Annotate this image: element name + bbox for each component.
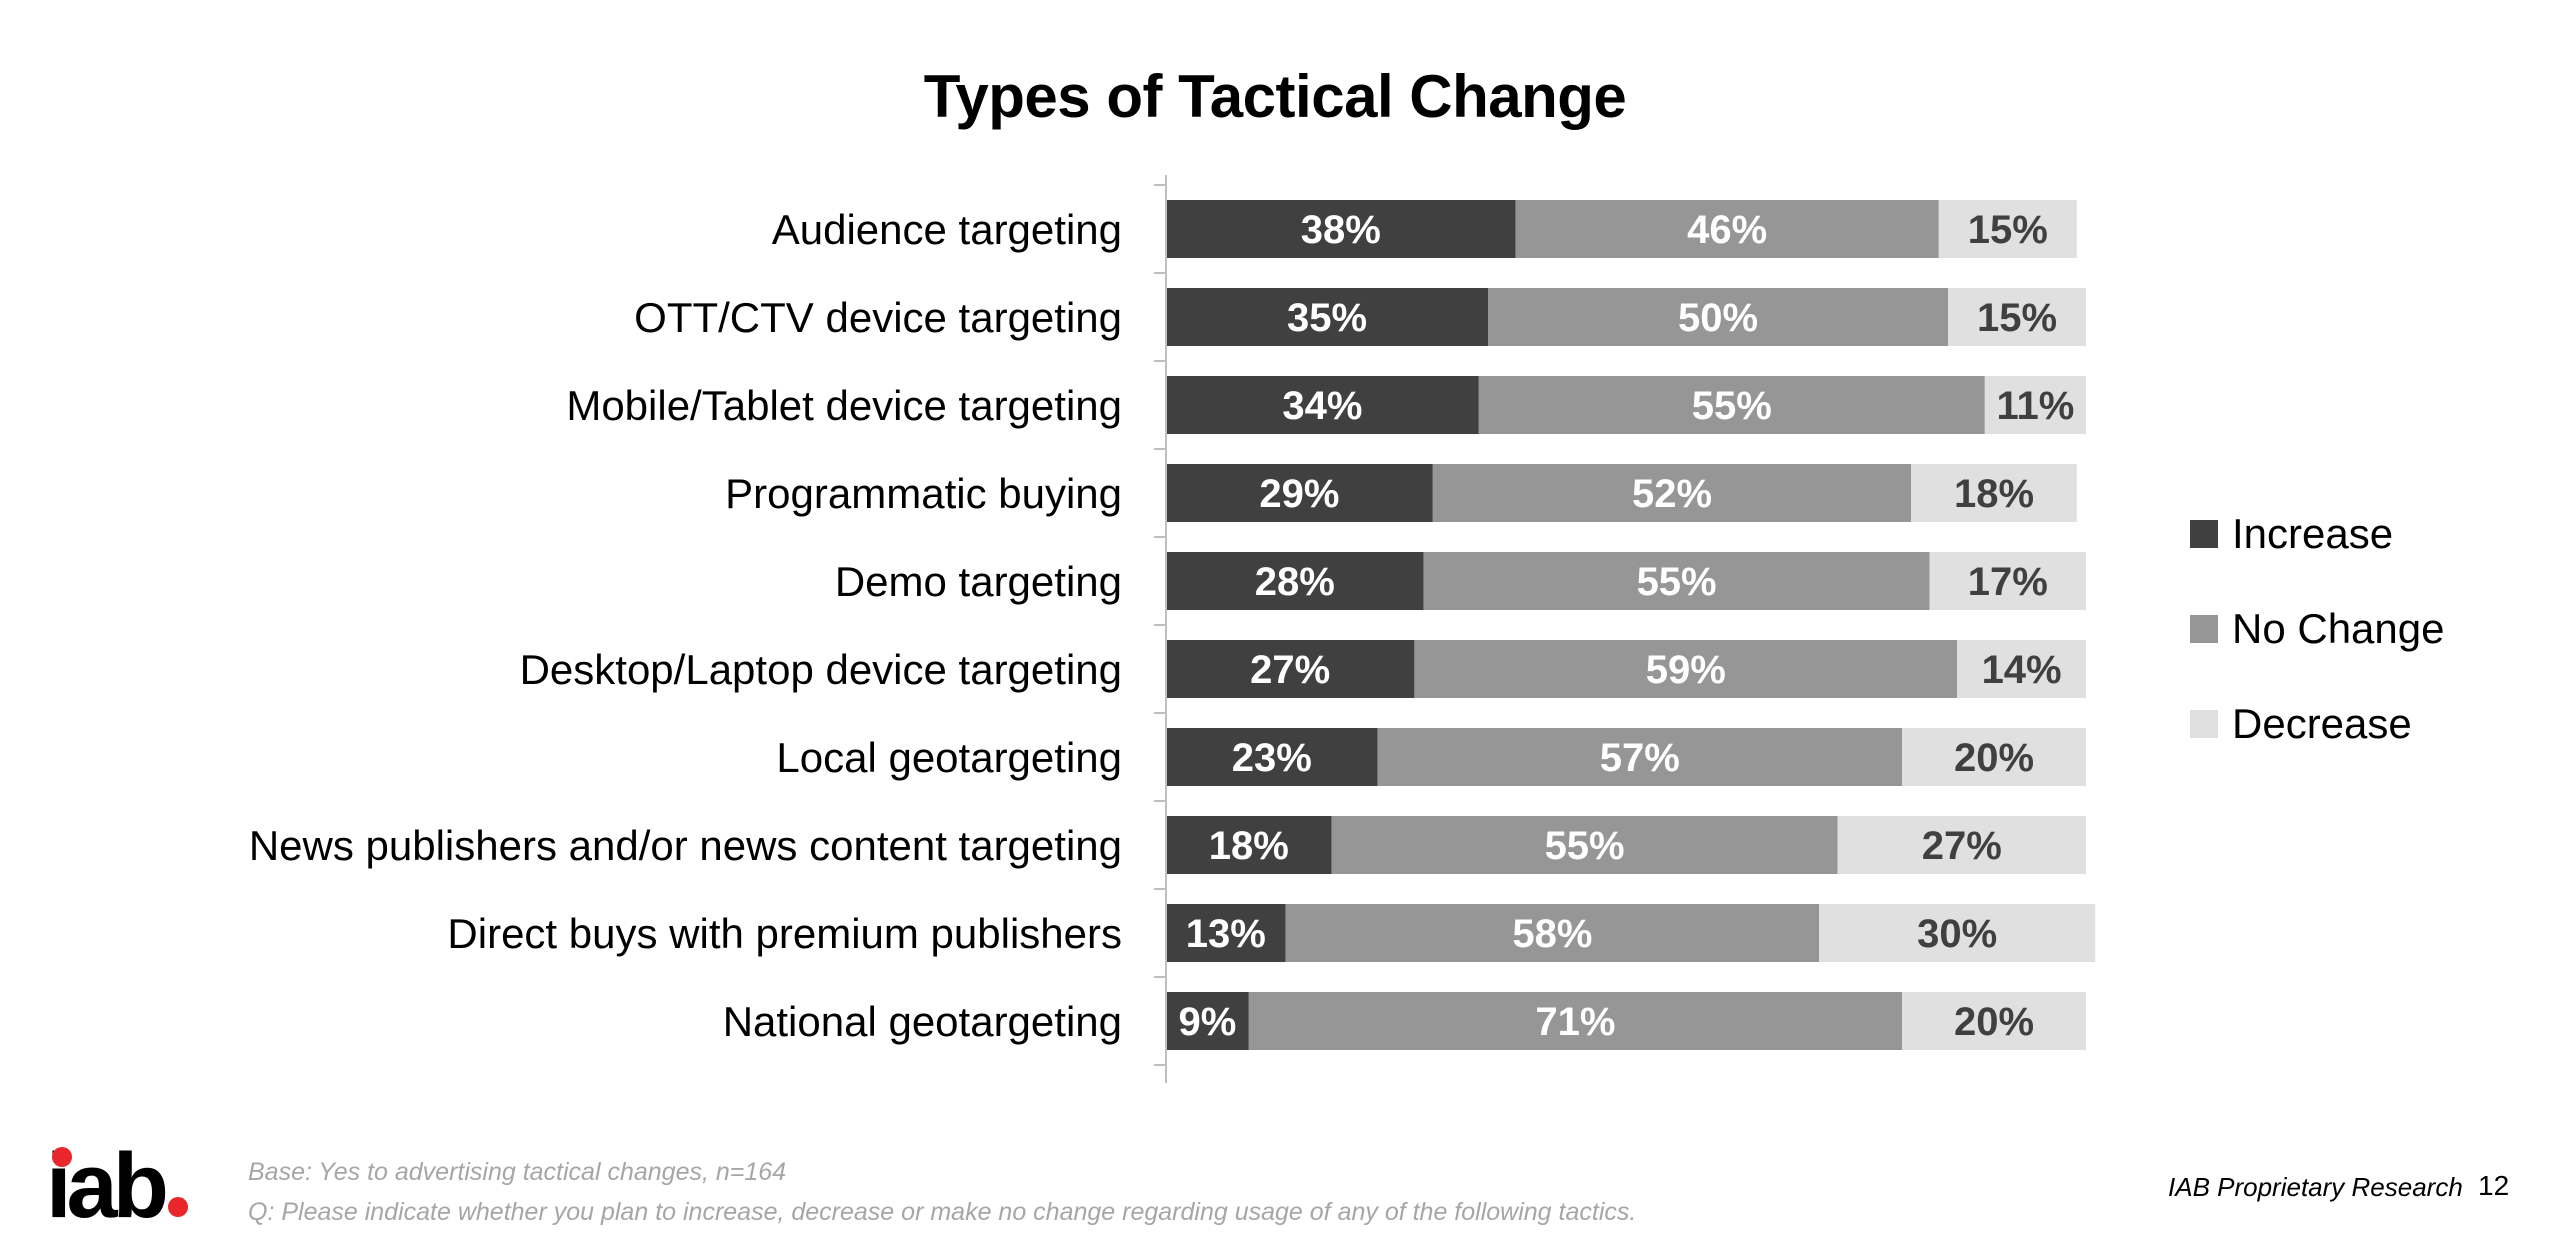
bar-no-change bbox=[1423, 552, 1930, 610]
data-label: 28% bbox=[1255, 560, 1335, 604]
data-label: 55% bbox=[1692, 384, 1772, 428]
page-number: 12 bbox=[2478, 1170, 2510, 1201]
chart-title: Types of Tactical Change bbox=[923, 63, 1627, 130]
bar-no-change bbox=[1414, 640, 1958, 698]
data-label: 57% bbox=[1600, 736, 1680, 780]
data-label: 58% bbox=[1512, 912, 1592, 956]
category-label: Programmatic buying bbox=[725, 470, 1122, 517]
legend-swatch bbox=[2190, 709, 2218, 738]
data-label: 59% bbox=[1646, 648, 1726, 692]
category-label: Mobile/Tablet device targeting bbox=[566, 382, 1122, 429]
data-label: 13% bbox=[1186, 912, 1266, 956]
legend-swatch bbox=[2190, 519, 2218, 548]
data-label: 27% bbox=[1250, 648, 1330, 692]
bar-decrease bbox=[1911, 464, 2077, 522]
bar-increase bbox=[1166, 288, 1488, 346]
data-label: 50% bbox=[1678, 296, 1758, 340]
stacked-bar-chart: Audience targeting 38% 46% 15% OTT/CTV devic… bbox=[249, 175, 2096, 1083]
data-label: 46% bbox=[1687, 208, 1767, 252]
bar-decrease bbox=[1948, 288, 2086, 346]
data-label: 34% bbox=[1282, 384, 1362, 428]
bar-no-change bbox=[1248, 992, 1902, 1050]
data-label: 55% bbox=[1637, 560, 1717, 604]
category-label: Direct buys with premium publishers bbox=[447, 910, 1122, 957]
category-label: National geotargeting bbox=[723, 998, 1122, 1045]
bar-increase bbox=[1166, 552, 1424, 610]
category-label: Audience targeting bbox=[772, 206, 1122, 253]
bar-decrease bbox=[1837, 816, 2086, 874]
bar-increase bbox=[1166, 376, 1479, 434]
bar-no-change bbox=[1515, 200, 1939, 258]
bar-decrease bbox=[1938, 200, 2077, 258]
data-label: 20% bbox=[1954, 1000, 2034, 1044]
category-label: OTT/CTV device targeting bbox=[634, 294, 1122, 341]
legend-item: No Change bbox=[2190, 581, 2444, 676]
bar-increase bbox=[1166, 904, 1286, 962]
bar-decrease bbox=[1902, 728, 2086, 786]
bar-decrease bbox=[1957, 640, 2086, 698]
legend-swatch bbox=[2190, 614, 2218, 643]
data-label: 15% bbox=[1968, 208, 2048, 252]
legend-label: Increase bbox=[2232, 509, 2394, 557]
data-label: 14% bbox=[1982, 648, 2062, 692]
data-label: 23% bbox=[1232, 736, 1312, 780]
data-label: 29% bbox=[1259, 472, 1339, 516]
data-label: 71% bbox=[1535, 1000, 1615, 1044]
legend-item: Decrease bbox=[2190, 676, 2444, 771]
bar-increase bbox=[1166, 200, 1516, 258]
question-note: Q: Please indicate whether you plan to i… bbox=[248, 1198, 1637, 1226]
bar-increase bbox=[1166, 992, 1249, 1050]
bar-increase bbox=[1166, 816, 1332, 874]
bar-decrease bbox=[1902, 992, 2086, 1050]
category-label: Desktop/Laptop device targeting bbox=[520, 646, 1122, 693]
bar-decrease bbox=[1984, 376, 2086, 434]
data-label: 27% bbox=[1922, 824, 2002, 868]
data-label: 15% bbox=[1977, 296, 2057, 340]
category-label: News publishers and/or news content targ… bbox=[249, 822, 1122, 869]
bar-no-change bbox=[1285, 904, 1820, 962]
bar-no-change bbox=[1478, 376, 1985, 434]
data-label: 35% bbox=[1287, 296, 1367, 340]
chart-legend: Increase No Change Decrease bbox=[2190, 486, 2444, 771]
bar-no-change bbox=[1488, 288, 1948, 346]
bar-no-change bbox=[1331, 816, 1838, 874]
bar-no-change bbox=[1377, 728, 1902, 786]
data-label: 9% bbox=[1178, 1000, 1236, 1044]
legend-label: No Change bbox=[2232, 604, 2445, 652]
data-label: 18% bbox=[1954, 472, 2034, 516]
legend-label: Decrease bbox=[2232, 699, 2412, 747]
data-label: 17% bbox=[1968, 560, 2048, 604]
bar-increase bbox=[1166, 640, 1415, 698]
base-note: Base: Yes to advertising tactical change… bbox=[248, 1158, 787, 1186]
data-label: 38% bbox=[1301, 208, 1381, 252]
bar-decrease bbox=[1819, 904, 2096, 962]
category-label: Demo targeting bbox=[835, 558, 1122, 605]
proprietary-label: IAB Proprietary Research bbox=[2168, 1172, 2463, 1202]
category-label: Local geotargeting bbox=[776, 734, 1122, 781]
logo-red-dot bbox=[167, 1197, 188, 1217]
logo-i-dot bbox=[52, 1147, 72, 1167]
data-label: 11% bbox=[1996, 384, 2074, 428]
data-label: 52% bbox=[1632, 472, 1712, 516]
data-label: 55% bbox=[1545, 824, 1625, 868]
bar-increase bbox=[1166, 728, 1378, 786]
data-label: 30% bbox=[1917, 912, 1997, 956]
bar-decrease bbox=[1929, 552, 2086, 610]
bar-increase bbox=[1166, 464, 1433, 522]
data-label: 20% bbox=[1954, 736, 2034, 780]
data-label: 18% bbox=[1209, 824, 1289, 868]
bar-no-change bbox=[1432, 464, 1912, 522]
legend-item: Increase bbox=[2190, 486, 2444, 581]
